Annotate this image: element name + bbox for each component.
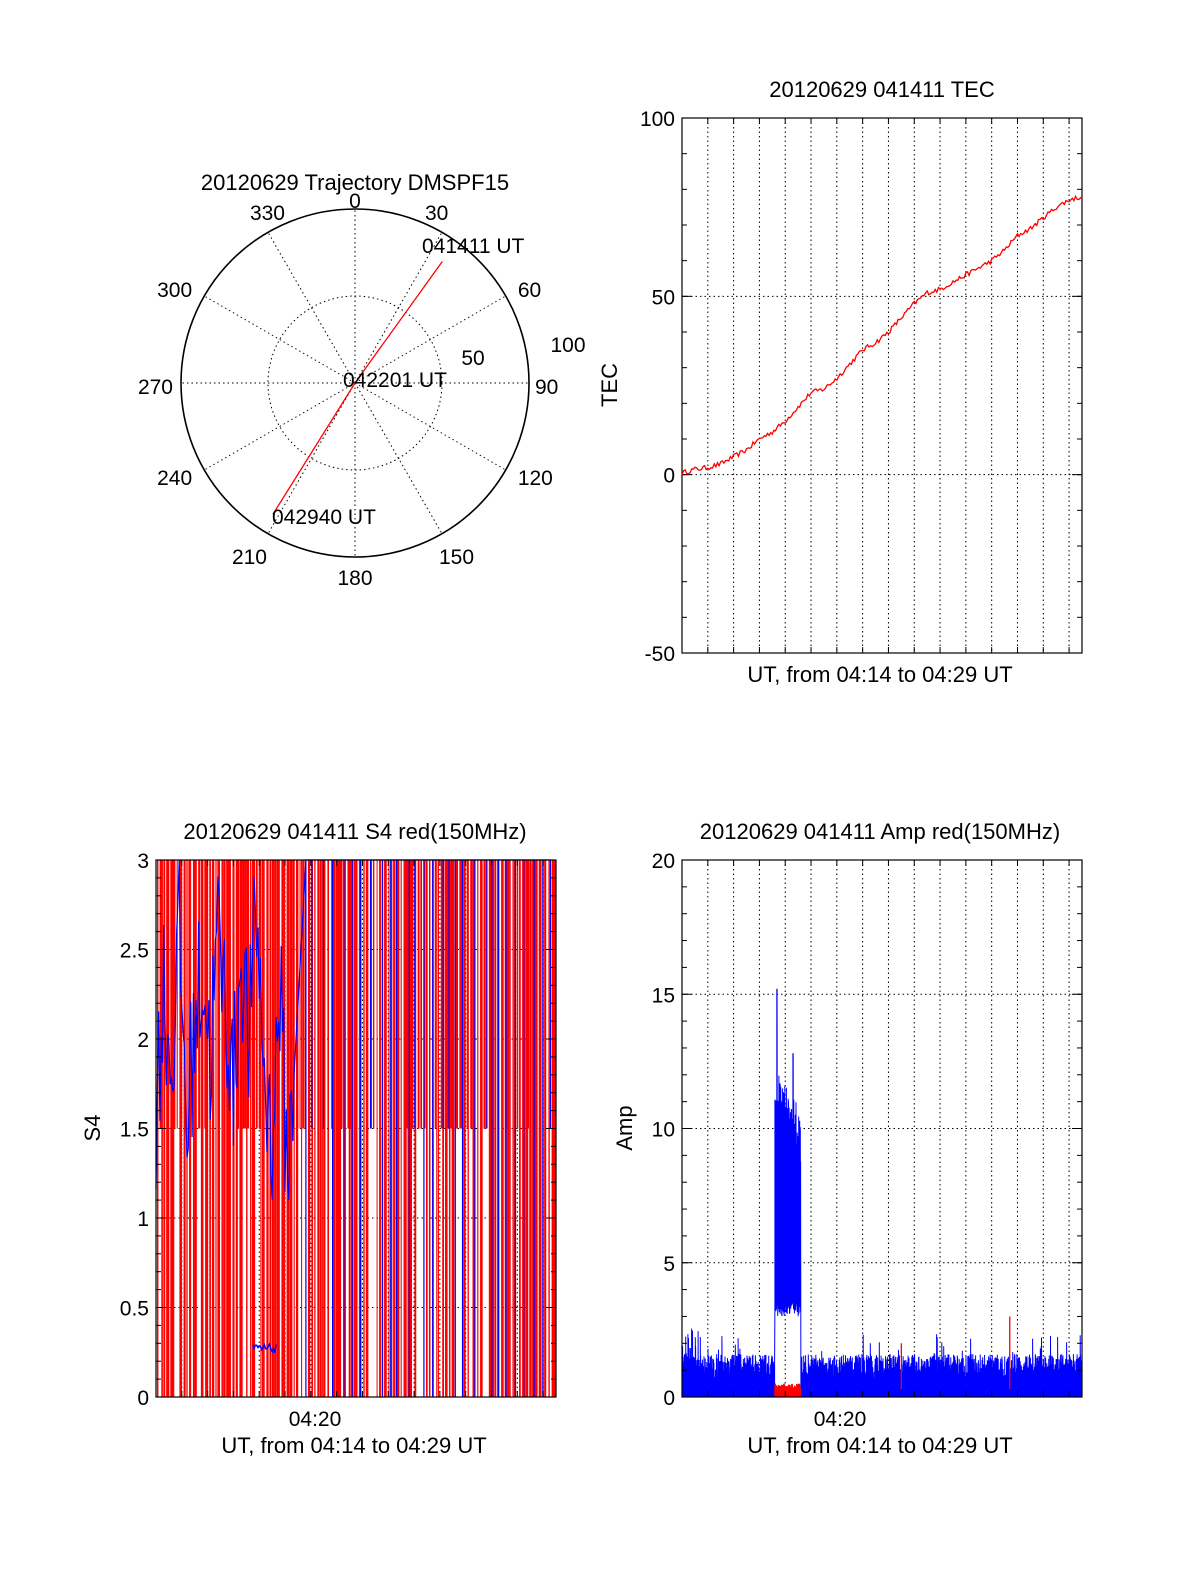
azimuth-label-300: 300 (157, 279, 192, 302)
s4-blue-low-segment (252, 1342, 277, 1354)
azimuth-label-270: 270 (138, 376, 173, 399)
tec-xlabel: UT, from 04:14 to 04:29 UT (747, 662, 1012, 687)
s4-title: 20120629 041411 S4 red(150MHz) (183, 819, 526, 844)
y-tick-label: 15 (652, 984, 675, 1007)
y-tick-label: 3 (137, 850, 149, 873)
polar-spoke-60 (354, 295, 506, 384)
y-tick-label: 1.5 (120, 1119, 149, 1142)
amp-blue-trace (681, 988, 1083, 1398)
azimuth-label-180: 180 (337, 567, 372, 590)
trajectory-chart: 20120629 Trajectory DMSPF15 0 30 60 90 120 15… (138, 170, 586, 590)
tec-y-ticks: -50 0 50 100 (640, 108, 1082, 666)
tec-plot-frame (681, 117, 1083, 654)
amp-grid (682, 860, 1082, 1397)
annotation-zenith-time: 042201 UT (343, 369, 447, 392)
y-tick-label: 0 (663, 465, 675, 488)
s4-y-ticks: 0 0.5 1 1.5 2 2.5 3 (120, 850, 556, 1410)
annotation-end-time: 042940 UT (272, 506, 376, 529)
amp-ylabel: Amp (612, 1105, 637, 1150)
radius-label-100: 100 (550, 334, 585, 357)
azimuth-label-60: 60 (518, 279, 541, 302)
polar-spoke-30 (354, 232, 443, 384)
azimuth-label-240: 240 (157, 467, 192, 490)
azimuth-label-0: 0 (349, 190, 361, 213)
trajectory-title: 20120629 Trajectory DMSPF15 (201, 170, 509, 195)
y-tick-label: -50 (645, 643, 675, 666)
azimuth-label-210: 210 (232, 546, 267, 569)
y-tick-label: 1 (137, 1208, 149, 1231)
polar-azimuth-labels: 0 30 60 90 120 150 180 210 240 270 300 330 (138, 190, 558, 590)
polar-spoke-330 (267, 232, 356, 384)
azimuth-label-150: 150 (439, 546, 474, 569)
amp-xtick-0420: 04:20 (814, 1408, 867, 1431)
y-tick-label: 2 (137, 1029, 149, 1052)
y-tick-label: 0.5 (120, 1298, 149, 1321)
trajectory-line (272, 261, 443, 515)
s4-red-spikes (156, 860, 556, 1397)
amp-y-ticks: 0 5 10 15 20 (652, 850, 1082, 1410)
amp-chart: 20120629 041411 Amp red(150MHz) 0 5 10 15 20… (612, 819, 1083, 1458)
polar-spoke-240 (204, 382, 356, 471)
amp-red-trace (774, 1383, 802, 1398)
polar-spoke-150 (354, 382, 443, 534)
y-tick-label: 0 (663, 1387, 675, 1410)
tec-grid (682, 118, 1082, 653)
tec-chart: 20120629 041411 TEC -50 0 50 100 TEC UT, fr… (597, 77, 1083, 687)
amp-title: 20120629 041411 Amp red(150MHz) (700, 819, 1060, 844)
y-tick-label: 5 (663, 1253, 675, 1276)
y-tick-label: 20 (652, 850, 675, 873)
tec-series-line (681, 194, 1083, 476)
tec-title: 20120629 041411 TEC (769, 77, 995, 102)
amp-xlabel: UT, from 04:14 to 04:29 UT (747, 1433, 1012, 1458)
polar-spoke-120 (354, 382, 506, 471)
y-tick-label: 50 (652, 286, 675, 309)
azimuth-label-330: 330 (250, 202, 285, 225)
azimuth-label-30: 30 (425, 202, 448, 225)
polar-spokes (181, 209, 529, 557)
polar-spoke-210 (267, 382, 356, 534)
y-tick-label: 10 (652, 1119, 675, 1142)
y-tick-label: 0 (137, 1387, 149, 1410)
azimuth-label-90: 90 (535, 376, 558, 399)
y-tick-label: 2.5 (120, 940, 149, 963)
azimuth-label-120: 120 (518, 467, 553, 490)
s4-xlabel: UT, from 04:14 to 04:29 UT (221, 1433, 486, 1458)
polar-outer-ring (180, 208, 530, 558)
polar-spoke-300 (204, 295, 356, 384)
radius-label-50: 50 (461, 347, 484, 370)
s4-ylabel: S4 (80, 1115, 105, 1142)
y-tick-label: 100 (640, 108, 675, 131)
annotation-start-time: 041411 UT (422, 235, 525, 258)
s4-chart: 20120629 041411 S4 red(150MHz) 0 0.5 1 1.5 2… (80, 819, 557, 1458)
s4-xtick-0420: 04:20 (289, 1408, 342, 1431)
tec-ylabel: TEC (597, 363, 622, 407)
